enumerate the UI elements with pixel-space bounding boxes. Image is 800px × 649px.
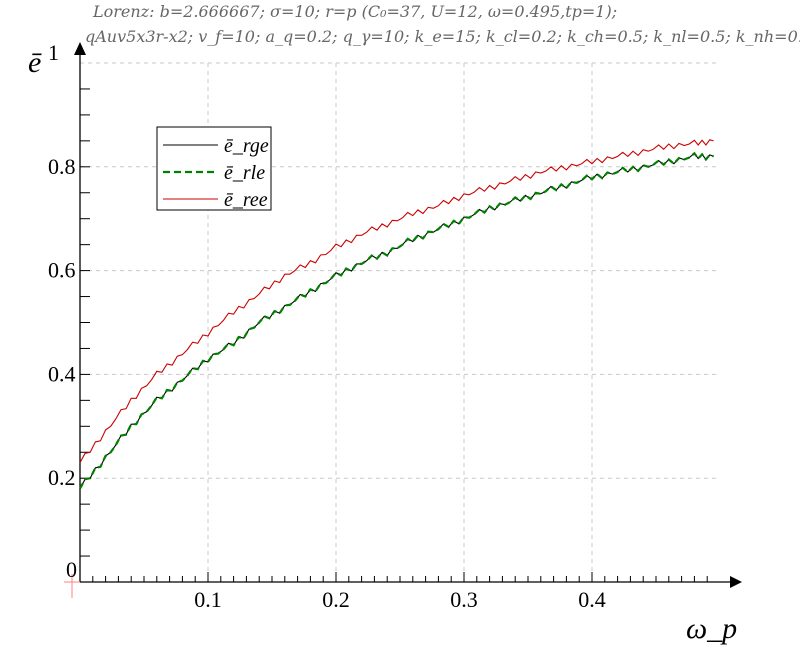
legend: ē_rge ē_rle ē_ree [156, 126, 272, 211]
x-tick-label: 0.1 [194, 587, 222, 612]
series-line-1 [79, 151, 715, 490]
y-axis-title: ē [28, 46, 42, 79]
x-tick-label: 0.3 [450, 587, 478, 612]
x-tick-label: 0.4 [578, 587, 606, 612]
x-axis-title: ω_p [686, 612, 737, 645]
y-tick-label: 0.6 [48, 258, 76, 283]
legend-label-0: ē_rge [224, 135, 269, 157]
axes [64, 42, 742, 598]
grid [80, 62, 720, 582]
series-line-2 [79, 139, 714, 463]
y-tick-label: 1 [48, 40, 59, 65]
x-axis-arrow [730, 576, 742, 588]
y-tick-label: 0.2 [48, 465, 76, 490]
chart-header-line-1: Lorenz: b=2.666667; σ=10; r=p (C₀=37, U=… [92, 2, 617, 21]
y-tick-label: 0.4 [48, 361, 76, 386]
y-tick-label: 0.8 [48, 154, 76, 179]
legend-box [156, 126, 272, 211]
series-lines [79, 139, 715, 490]
legend-label-2: ē_ree [224, 189, 268, 211]
ticks: 0.1 0.2 0.3 0.4 0 0.2 0.4 0.6 0.8 1 [48, 40, 708, 612]
chart-header-line-2: qAuv5x3r-x2; v_f=10; a_q=0.2; q_γ=10; k_… [85, 27, 800, 46]
x-tick-label: 0.2 [322, 587, 350, 612]
y-axis-arrow [74, 42, 86, 55]
y-tick-label: 0 [66, 557, 77, 582]
legend-label-1: ē_rle [224, 162, 265, 184]
